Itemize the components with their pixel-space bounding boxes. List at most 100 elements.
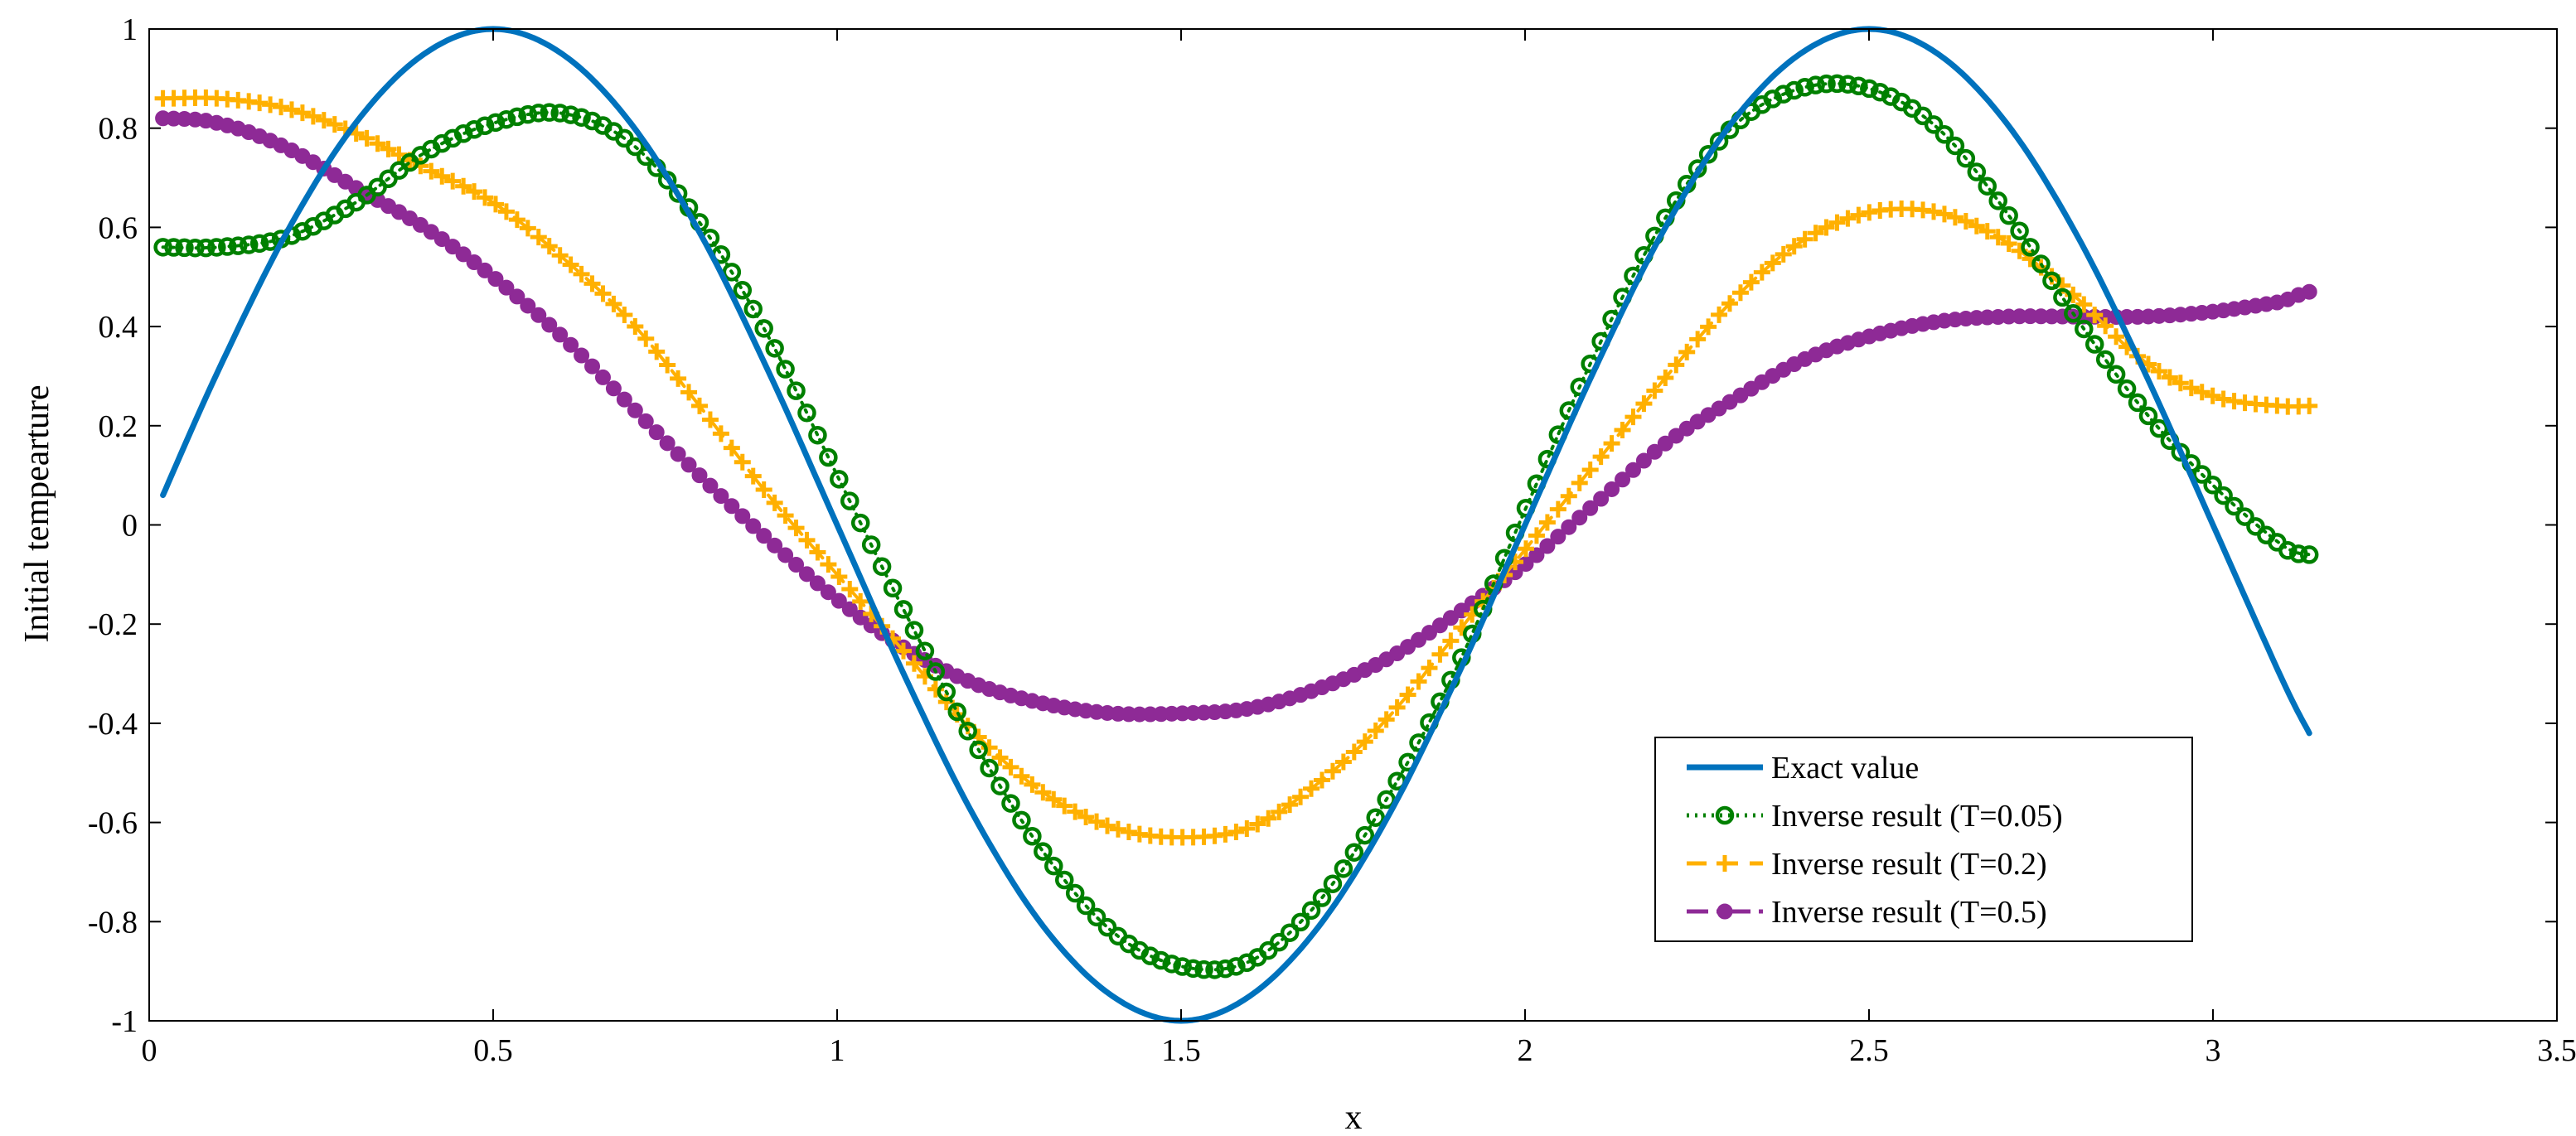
data-point (733, 281, 753, 300)
data-point (648, 343, 666, 360)
data-point (2161, 369, 2178, 386)
legend: Exact value Inverse result (T=0.05) Invers… (1654, 737, 2193, 942)
data-point (841, 580, 859, 597)
data-point (755, 481, 772, 499)
data-point (2000, 235, 2017, 253)
data-point (1013, 767, 1030, 785)
data-point (2021, 238, 2040, 257)
legend-item: Exact value (1687, 751, 1919, 786)
data-point (1378, 711, 1395, 728)
data-point (1967, 162, 1987, 181)
data-point (529, 104, 549, 123)
data-point (1292, 788, 1310, 805)
data-point (1301, 901, 1321, 921)
y-tick-label: 0.2 (99, 409, 138, 444)
data-point (2204, 387, 2221, 404)
data-point (776, 360, 795, 379)
data-point (1067, 803, 1084, 820)
data-point (583, 275, 601, 292)
data-point (1269, 932, 1289, 952)
data-point (1945, 136, 1965, 156)
data-point (680, 384, 698, 401)
y-tick-label: 0.8 (99, 112, 138, 147)
plot-frame (148, 28, 2558, 1022)
data-point (1323, 874, 1343, 893)
data-point (1925, 203, 1943, 220)
data-point (745, 518, 762, 534)
data-point (262, 96, 279, 114)
data-point (797, 404, 816, 423)
data-point (1838, 75, 1857, 94)
data-point (2075, 296, 2093, 313)
y-tick-label: 0.4 (99, 310, 138, 345)
data-point (1002, 758, 1019, 776)
data-point (2106, 365, 2126, 384)
x-axis-title: x (1345, 1099, 1363, 1136)
data-point (1807, 225, 1824, 242)
data-point (980, 758, 999, 778)
data-point (1260, 810, 1277, 827)
data-point (1721, 295, 1739, 312)
data-point (1366, 808, 1385, 827)
data-point (455, 177, 472, 195)
data-point (1709, 132, 1729, 151)
data-point (1355, 825, 1375, 845)
data-point (754, 319, 773, 338)
data-point (1582, 500, 1599, 516)
data-point (509, 288, 525, 305)
data-point (840, 491, 859, 510)
data-point (1205, 960, 1224, 979)
series-layer (153, 26, 2319, 1024)
data-point (1946, 209, 1963, 226)
data-point (1924, 115, 1944, 134)
data-point (1388, 699, 1406, 716)
data-point (1271, 803, 1288, 820)
x-tick-label: 1.5 (1161, 1033, 1201, 1068)
x-tick-label: 1 (830, 1033, 845, 1068)
data-point (433, 231, 450, 248)
data-point (2042, 271, 2061, 291)
data-point (541, 317, 558, 333)
x-tick-label: 3.5 (2537, 1033, 2576, 1068)
data-point (1034, 784, 1052, 801)
data-point (466, 254, 482, 271)
data-point (766, 494, 783, 511)
data-point (991, 749, 1009, 766)
data-point (1303, 780, 1320, 797)
data-point (1023, 826, 1042, 846)
data-point (507, 107, 527, 127)
data-point (1045, 790, 1063, 808)
data-point (1431, 617, 1448, 634)
data-point (1550, 529, 1566, 545)
data-point (1217, 825, 1234, 843)
data-point (1625, 408, 1642, 426)
data-point (701, 411, 719, 428)
data-point (358, 129, 375, 147)
data-point (1850, 206, 1867, 224)
data-point (1227, 957, 1246, 976)
data-point (1539, 538, 1556, 554)
data-point (249, 234, 269, 254)
data-point (809, 575, 826, 592)
data-point (1345, 743, 1363, 761)
data-point (2301, 283, 2317, 300)
data-point (1087, 907, 1106, 927)
data-point (722, 263, 742, 282)
data-point (1957, 213, 1974, 230)
data-point (724, 498, 740, 515)
data-point (273, 99, 290, 116)
data-point (1561, 519, 1577, 535)
data-point (1056, 797, 1073, 815)
legend-label: Inverse result (T=0.2) (1771, 847, 2047, 882)
data-point (872, 557, 892, 577)
data-point (2086, 307, 2104, 324)
data-point (1528, 527, 1545, 544)
data-point (1334, 859, 1353, 878)
y-tick-label: 0 (122, 509, 138, 544)
data-point (1988, 191, 2007, 210)
data-point (1593, 491, 1610, 507)
data-point (455, 246, 472, 263)
data-point (1099, 817, 1116, 834)
data-point (1344, 843, 1364, 862)
